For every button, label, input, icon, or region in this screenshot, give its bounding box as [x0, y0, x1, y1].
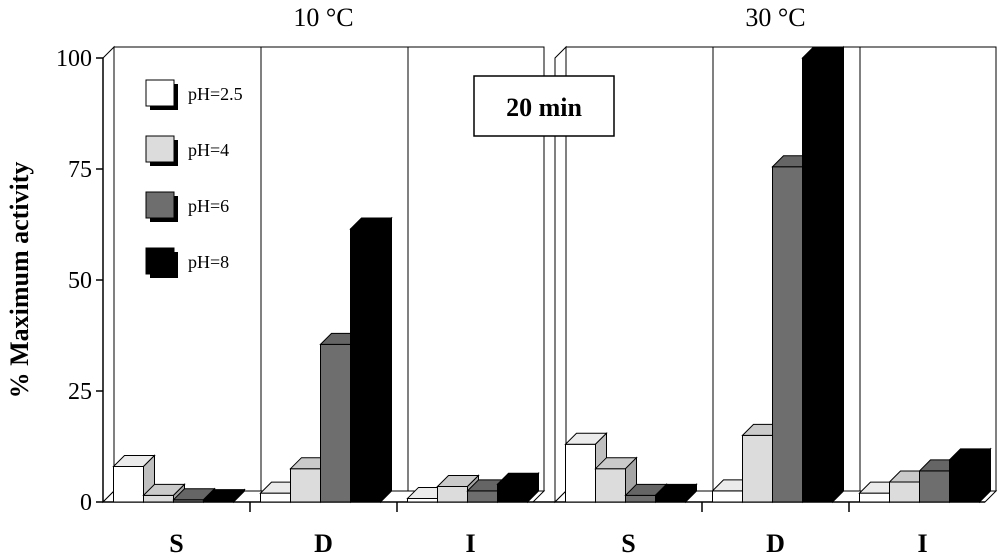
legend-item: pH=4	[145, 135, 229, 166]
category-label: I	[917, 529, 927, 558]
label-layer: 0 25 50 75 100 10 °C S D I 30 °C S D I	[56, 3, 928, 558]
bar-front	[859, 492, 890, 503]
bar-front	[802, 57, 833, 503]
legend-swatch	[145, 191, 175, 219]
panel-title: 10 °C	[293, 3, 353, 32]
bar	[496, 472, 540, 504]
bar-front	[772, 166, 803, 503]
category-label: I	[465, 529, 475, 558]
bar-layer	[112, 45, 992, 504]
bar	[654, 483, 698, 504]
bar-front	[437, 485, 468, 503]
legend-label: pH=8	[188, 252, 229, 272]
bar-front	[625, 494, 656, 503]
bar-side	[233, 488, 245, 504]
bar-front	[260, 492, 291, 503]
legend-item: pH=6	[145, 191, 229, 222]
bar-front	[742, 434, 773, 503]
bar	[801, 45, 845, 504]
legend-label: pH=6	[188, 196, 229, 216]
bar-front	[467, 490, 498, 503]
y-axis-label: % Maximum activity	[5, 162, 34, 399]
bar-side	[527, 472, 539, 504]
category-label: S	[621, 529, 635, 558]
bar-front	[655, 494, 686, 503]
bar-front	[350, 228, 381, 503]
bar-front	[919, 470, 950, 503]
bar-front	[595, 468, 626, 503]
legend-swatch	[145, 79, 175, 107]
annotation-frame	[473, 75, 615, 137]
annotation-text: 20 min	[506, 93, 582, 122]
bar-front	[113, 465, 144, 503]
bar-front	[497, 483, 528, 503]
legend-item: pH=8	[145, 247, 229, 278]
bar-front	[407, 497, 438, 503]
legend-item: pH=2.5	[145, 79, 243, 110]
y-tick-label: 75	[68, 157, 92, 183]
panel-side-wall	[102, 45, 115, 504]
category-label: D	[314, 529, 333, 558]
legend-swatch	[145, 135, 175, 163]
y-tick-label: 100	[56, 46, 92, 72]
y-tick-label: 0	[80, 490, 92, 516]
bar-side	[380, 216, 392, 504]
category-label: S	[169, 529, 183, 558]
annotation-box: 20 min	[473, 75, 615, 137]
bar-front	[889, 481, 920, 503]
category-label: D	[766, 529, 785, 558]
bar-side	[832, 45, 844, 504]
bar-front	[290, 468, 321, 503]
bar-front	[949, 459, 980, 503]
bar-side	[979, 447, 991, 504]
panel-title: 30 °C	[745, 3, 805, 32]
axis-layer	[96, 57, 985, 512]
legend-label: pH=2.5	[188, 84, 243, 104]
y-tick-label: 25	[68, 379, 92, 405]
legend-swatch	[145, 247, 175, 275]
bar-side	[685, 483, 697, 504]
bar-front	[712, 490, 743, 503]
bar	[948, 447, 992, 504]
bar	[349, 216, 393, 504]
legend-label: pH=4	[188, 140, 229, 160]
bar-front	[143, 494, 174, 503]
bar-front	[320, 343, 351, 503]
bar-front	[565, 443, 596, 503]
legend: pH=2.5 pH=4 pH=6 pH=8	[145, 79, 243, 278]
y-tick-label: 50	[68, 268, 92, 294]
bar	[202, 488, 246, 504]
